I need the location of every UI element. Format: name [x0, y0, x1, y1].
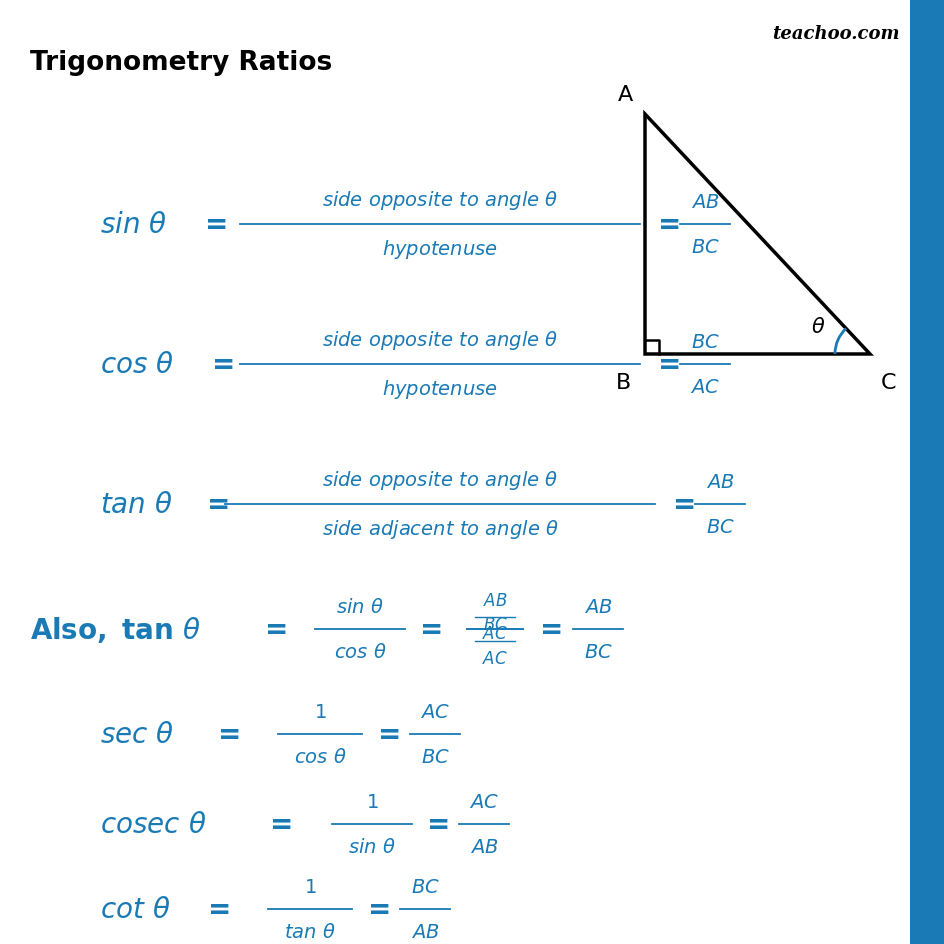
- Text: $\mathit{tan}\ \mathit{\theta}$: $\mathit{tan}\ \mathit{\theta}$: [284, 922, 335, 941]
- Text: $\mathit{BC}$: $\mathit{BC}$: [690, 332, 718, 351]
- Text: =: =: [367, 895, 391, 923]
- Text: $\mathit{side\ adjacent\ to\ angle}\ \mathit{\theta}$: $\mathit{side\ adjacent\ to\ angle}\ \ma…: [321, 517, 558, 540]
- Text: $\mathit{cos}\ \mathit{\theta}$: $\mathit{cos}\ \mathit{\theta}$: [294, 748, 346, 767]
- Text: $\mathit{AC}$: $\mathit{AC}$: [481, 649, 507, 667]
- Text: $1$: $1$: [313, 702, 326, 721]
- Text: =: =: [270, 810, 293, 838]
- Text: =: =: [378, 720, 401, 749]
- Text: $\mathit{sec}\ \mathit{\theta}$: $\mathit{sec}\ \mathit{\theta}$: [100, 720, 174, 749]
- Text: $\mathit{BC}$: $\mathit{BC}$: [410, 877, 439, 896]
- Text: $\mathit{hypotenuse}$: $\mathit{hypotenuse}$: [381, 378, 497, 400]
- Text: $\mathit{side\ opposite\ to\ angle}\ \mathit{\theta}$: $\mathit{side\ opposite\ to\ angle}\ \ma…: [322, 329, 558, 351]
- Text: $\mathit{cos}\ \mathit{\theta}$: $\mathit{cos}\ \mathit{\theta}$: [333, 642, 386, 662]
- Text: $\mathit{AB}$: $\mathit{AB}$: [411, 922, 439, 941]
- Text: teachoo.com: teachoo.com: [771, 25, 899, 43]
- Text: $\mathit{AC}$: $\mathit{AC}$: [689, 378, 719, 396]
- Text: $\mathit{side\ opposite\ to\ angle}\ \mathit{\theta}$: $\mathit{side\ opposite\ to\ angle}\ \ma…: [322, 468, 558, 492]
- Text: B: B: [615, 373, 630, 393]
- Text: =: =: [264, 615, 288, 643]
- Text: $\mathit{AC}$: $\mathit{AC}$: [468, 792, 498, 811]
- Text: C: C: [879, 373, 895, 393]
- Text: $\mathit{AB}$: $\mathit{AB}$: [482, 592, 507, 610]
- Text: $\mathit{BC}$: $\mathit{BC}$: [583, 642, 612, 662]
- Text: $1$: $1$: [365, 792, 378, 811]
- Text: =: =: [205, 211, 228, 239]
- Text: $\mathit{hypotenuse}$: $\mathit{hypotenuse}$: [381, 238, 497, 261]
- Text: =: =: [419, 615, 443, 643]
- Text: =: =: [672, 491, 696, 518]
- Text: $\mathit{cot}\ \mathit{\theta}$: $\mathit{cot}\ \mathit{\theta}$: [100, 895, 171, 923]
- Text: $\theta$: $\theta$: [810, 316, 824, 337]
- Text: $\mathit{AC}$: $\mathit{AC}$: [419, 702, 449, 721]
- Text: $\mathit{AB}$: $\mathit{AB}$: [469, 837, 497, 856]
- Text: $\mathit{side\ opposite\ to\ angle}\ \mathit{\theta}$: $\mathit{side\ opposite\ to\ angle}\ \ma…: [322, 189, 558, 211]
- Text: $\mathit{cosec}\ \mathit{\theta}$: $\mathit{cosec}\ \mathit{\theta}$: [100, 810, 207, 838]
- Text: $\mathit{BC}$: $\mathit{BC}$: [482, 615, 507, 633]
- Text: $\mathit{sin}\ \mathit{\theta}$: $\mathit{sin}\ \mathit{\theta}$: [336, 598, 383, 616]
- Text: $1$: $1$: [303, 877, 316, 896]
- Bar: [909, 0, 944, 944]
- Text: =: =: [657, 350, 681, 379]
- Text: Trigonometry Ratios: Trigonometry Ratios: [30, 50, 332, 76]
- Text: $\mathit{sin}\ \mathit{\theta}$: $\mathit{sin}\ \mathit{\theta}$: [100, 211, 167, 239]
- Text: $\mathit{sin}\ \mathit{\theta}$: $\mathit{sin}\ \mathit{\theta}$: [347, 837, 396, 856]
- Text: =: =: [539, 615, 563, 643]
- Text: A: A: [616, 85, 632, 105]
- Text: $\mathit{tan}\ \mathit{\theta}$: $\mathit{tan}\ \mathit{\theta}$: [100, 491, 173, 518]
- Text: =: =: [208, 895, 231, 923]
- Text: $\mathit{AB}$: $\mathit{AB}$: [690, 193, 718, 211]
- Text: $\mathit{BC}$: $\mathit{BC}$: [705, 517, 733, 536]
- Text: $\mathbf{Also,\ tan}\ \mathit{\theta}$: $\mathbf{Also,\ tan}\ \mathit{\theta}$: [30, 615, 200, 645]
- Text: $\mathit{AB}$: $\mathit{AB}$: [583, 598, 612, 616]
- Text: $\mathit{cos}\ \mathit{\theta}$: $\mathit{cos}\ \mathit{\theta}$: [100, 350, 174, 379]
- Text: $\mathit{AC}$: $\mathit{AC}$: [481, 625, 507, 643]
- Text: $\mathit{AB}$: $\mathit{AB}$: [705, 473, 733, 492]
- Text: =: =: [218, 720, 241, 749]
- Text: $\mathit{BC}$: $\mathit{BC}$: [420, 748, 449, 767]
- Text: =: =: [207, 491, 230, 518]
- Text: =: =: [211, 350, 235, 379]
- Text: =: =: [657, 211, 681, 239]
- Text: $\mathit{BC}$: $\mathit{BC}$: [690, 238, 718, 257]
- Text: =: =: [427, 810, 450, 838]
